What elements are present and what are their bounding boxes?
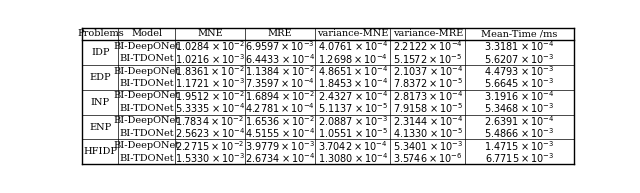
Text: BI-DeepONet: BI-DeepONet xyxy=(113,141,180,150)
Text: $5.6645 \times 10^{-3}$: $5.6645 \times 10^{-3}$ xyxy=(484,77,554,91)
Text: ENP: ENP xyxy=(89,123,111,132)
Text: HFIDP: HFIDP xyxy=(83,147,117,156)
Text: $5.3335 \times 10^{-4}$: $5.3335 \times 10^{-4}$ xyxy=(175,102,245,115)
Text: $1.3080 \times 10^{-4}$: $1.3080 \times 10^{-4}$ xyxy=(317,151,388,165)
Text: $7.3597 \times 10^{-4}$: $7.3597 \times 10^{-4}$ xyxy=(245,77,315,91)
Text: BI-TDONet: BI-TDONet xyxy=(119,104,174,113)
Text: MRE: MRE xyxy=(268,29,292,38)
Text: $1.5330 \times 10^{-3}$: $1.5330 \times 10^{-3}$ xyxy=(175,151,245,165)
Text: BI-DeepONet: BI-DeepONet xyxy=(113,42,180,51)
Text: $6.7715 \times 10^{-3}$: $6.7715 \times 10^{-3}$ xyxy=(485,151,554,165)
Text: $2.0887 \times 10^{-3}$: $2.0887 \times 10^{-3}$ xyxy=(317,114,388,128)
Text: variance-MRE: variance-MRE xyxy=(393,29,463,38)
Text: IDP: IDP xyxy=(91,48,109,57)
Text: $2.1037 \times 10^{-4}$: $2.1037 \times 10^{-4}$ xyxy=(393,64,463,78)
Text: EDP: EDP xyxy=(90,73,111,82)
Text: $5.4866 \times 10^{-3}$: $5.4866 \times 10^{-3}$ xyxy=(484,126,554,140)
Text: $1.8453 \times 10^{-4}$: $1.8453 \times 10^{-4}$ xyxy=(318,77,388,91)
Text: BI-DeepONet: BI-DeepONet xyxy=(113,116,180,125)
Text: $5.3401 \times 10^{-3}$: $5.3401 \times 10^{-3}$ xyxy=(393,139,463,153)
Text: $1.0284 \times 10^{-2}$: $1.0284 \times 10^{-2}$ xyxy=(175,39,245,53)
Text: $6.9597 \times 10^{-3}$: $6.9597 \times 10^{-3}$ xyxy=(245,39,315,53)
Text: $3.7042 \times 10^{-4}$: $3.7042 \times 10^{-4}$ xyxy=(318,139,388,153)
Text: BI-TDONet: BI-TDONet xyxy=(119,129,174,138)
Text: $4.0761 \times 10^{-4}$: $4.0761 \times 10^{-4}$ xyxy=(317,39,388,53)
Text: Model: Model xyxy=(131,29,162,38)
Text: $2.6734 \times 10^{-4}$: $2.6734 \times 10^{-4}$ xyxy=(245,151,316,165)
Text: $6.4433 \times 10^{-4}$: $6.4433 \times 10^{-4}$ xyxy=(245,52,316,66)
Text: INP: INP xyxy=(91,98,110,107)
Text: $3.1916 \times 10^{-4}$: $3.1916 \times 10^{-4}$ xyxy=(484,89,555,103)
Text: $2.3144 \times 10^{-4}$: $2.3144 \times 10^{-4}$ xyxy=(393,114,463,128)
Text: $5.3468 \times 10^{-3}$: $5.3468 \times 10^{-3}$ xyxy=(484,102,554,115)
Text: $2.2122 \times 10^{-4}$: $2.2122 \times 10^{-4}$ xyxy=(393,39,463,53)
Text: $1.0551 \times 10^{-5}$: $1.0551 \times 10^{-5}$ xyxy=(318,126,388,140)
Text: $4.8651 \times 10^{-4}$: $4.8651 \times 10^{-4}$ xyxy=(318,64,388,78)
Text: BI-TDONet: BI-TDONet xyxy=(119,154,174,163)
Text: BI-DeepONet: BI-DeepONet xyxy=(113,67,180,76)
Text: $2.5623 \times 10^{-4}$: $2.5623 \times 10^{-4}$ xyxy=(175,126,245,140)
Text: $2.2715 \times 10^{-2}$: $2.2715 \times 10^{-2}$ xyxy=(175,139,244,153)
Text: BI-TDONet: BI-TDONet xyxy=(119,79,174,88)
Text: $1.9512 \times 10^{-2}$: $1.9512 \times 10^{-2}$ xyxy=(175,89,245,103)
Text: Mean-Time /ms: Mean-Time /ms xyxy=(481,29,557,38)
Text: $1.2698 \times 10^{-4}$: $1.2698 \times 10^{-4}$ xyxy=(318,52,388,66)
Text: $3.9779 \times 10^{-3}$: $3.9779 \times 10^{-3}$ xyxy=(245,139,315,153)
Text: MNE: MNE xyxy=(197,29,223,38)
Text: variance-MNE: variance-MNE xyxy=(317,29,388,38)
Text: $5.1137 \times 10^{-5}$: $5.1137 \times 10^{-5}$ xyxy=(318,102,388,115)
Text: $2.8173 \times 10^{-4}$: $2.8173 \times 10^{-4}$ xyxy=(393,89,463,103)
Text: $1.1384 \times 10^{-2}$: $1.1384 \times 10^{-2}$ xyxy=(245,64,315,78)
Text: $5.1572 \times 10^{-5}$: $5.1572 \times 10^{-5}$ xyxy=(393,52,463,66)
Text: $3.5746 \times 10^{-6}$: $3.5746 \times 10^{-6}$ xyxy=(393,151,463,165)
Text: $1.6536 \times 10^{-2}$: $1.6536 \times 10^{-2}$ xyxy=(245,114,315,128)
Text: $1.6894 \times 10^{-2}$: $1.6894 \times 10^{-2}$ xyxy=(245,89,315,103)
Text: $3.3181 \times 10^{-4}$: $3.3181 \times 10^{-4}$ xyxy=(484,39,555,53)
Text: $7.9158 \times 10^{-5}$: $7.9158 \times 10^{-5}$ xyxy=(393,102,463,115)
Text: $2.6391 \times 10^{-4}$: $2.6391 \times 10^{-4}$ xyxy=(484,114,555,128)
Text: $7.8372 \times 10^{-5}$: $7.8372 \times 10^{-5}$ xyxy=(393,77,463,91)
Text: $1.4715 \times 10^{-3}$: $1.4715 \times 10^{-3}$ xyxy=(484,139,554,153)
Text: $1.0216 \times 10^{-3}$: $1.0216 \times 10^{-3}$ xyxy=(175,52,245,66)
Text: $1.1721 \times 10^{-3}$: $1.1721 \times 10^{-3}$ xyxy=(175,77,245,91)
Text: Problems: Problems xyxy=(77,29,124,38)
Text: $4.5155 \times 10^{-4}$: $4.5155 \times 10^{-4}$ xyxy=(245,126,316,140)
Text: $1.8361 \times 10^{-2}$: $1.8361 \times 10^{-2}$ xyxy=(175,64,244,78)
Text: $4.1330 \times 10^{-5}$: $4.1330 \times 10^{-5}$ xyxy=(393,126,463,140)
Text: $4.4793 \times 10^{-3}$: $4.4793 \times 10^{-3}$ xyxy=(484,64,554,78)
Text: $2.4327 \times 10^{-4}$: $2.4327 \times 10^{-4}$ xyxy=(317,89,388,103)
Text: BI-TDONet: BI-TDONet xyxy=(119,54,174,63)
Text: $1.7834 \times 10^{-2}$: $1.7834 \times 10^{-2}$ xyxy=(175,114,244,128)
Text: $4.2781 \times 10^{-4}$: $4.2781 \times 10^{-4}$ xyxy=(245,102,315,115)
Text: BI-DeepONet: BI-DeepONet xyxy=(113,91,180,101)
Text: $5.6207 \times 10^{-3}$: $5.6207 \times 10^{-3}$ xyxy=(484,52,554,66)
